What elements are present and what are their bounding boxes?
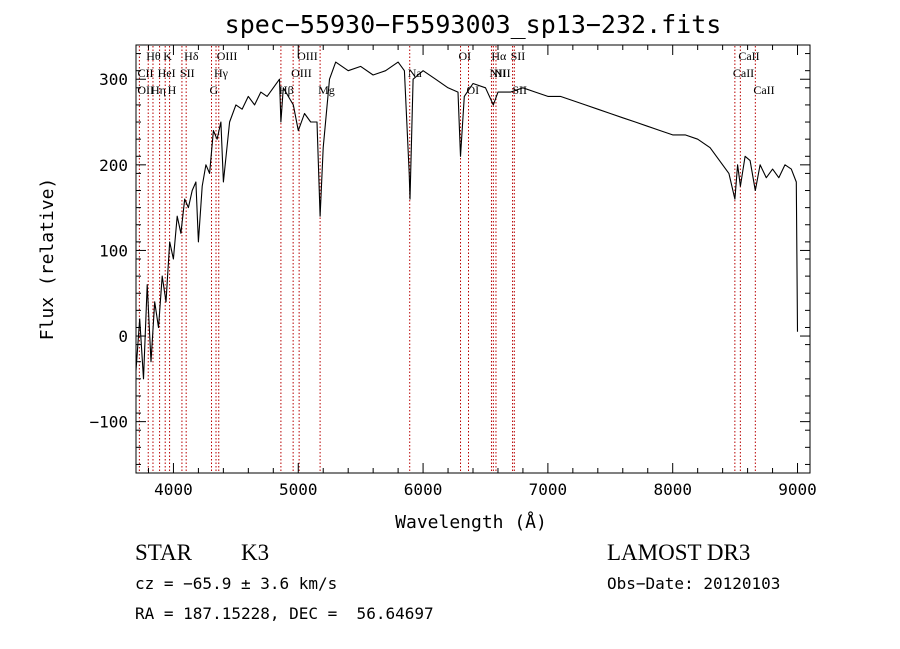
line-label: NII (489, 66, 506, 80)
line-label: H (168, 83, 177, 97)
plot-frame (135, 44, 811, 474)
line-label: Hη (151, 83, 166, 97)
line-label: HeI (158, 66, 176, 80)
survey-name: LAMOST DR3 (607, 540, 750, 565)
spectrum-line (135, 61, 799, 380)
y-tick-label: 100 (99, 241, 128, 260)
x-tick-label: 7000 (529, 480, 568, 499)
line-label: Hα (491, 49, 507, 63)
x-tick-label: 9000 (778, 480, 817, 499)
line-label: CaII (738, 49, 759, 63)
line-label: Mg (318, 83, 335, 97)
spectral-line-labels: Hθ K Hδ OIII OIII OI Hα SII CaII CII HeI SII Hγ OIII N… (137, 49, 774, 97)
line-label: OI (467, 83, 480, 97)
line-label: G (210, 83, 219, 97)
observation-date: Obs−Date: 20120103 (607, 574, 780, 593)
spectrum-series (135, 61, 799, 380)
line-label: OIII (291, 66, 312, 80)
line-label: SII (512, 83, 527, 97)
x-tick-label: 5000 (279, 480, 318, 499)
line-label: K (163, 49, 172, 63)
line-label: OIII (297, 49, 318, 63)
x-tick-label: 6000 (404, 480, 443, 499)
x-axis-label: Wavelength (Å) (395, 511, 547, 533)
line-label: SII (180, 66, 195, 80)
line-label: CII (137, 66, 153, 80)
line-label: Hθ (146, 49, 161, 63)
y-tick-label: 0 (118, 327, 128, 346)
line-label: SII (511, 49, 526, 63)
y-tick-label: −100 (89, 413, 128, 432)
object-class: STAR (135, 540, 193, 565)
line-label: Hβ (279, 83, 294, 97)
line-label: Na (408, 66, 423, 80)
x-tick-label: 4000 (154, 480, 193, 499)
line-label: CaII (753, 83, 774, 97)
y-axis-label: Flux (relative) (37, 178, 58, 341)
object-subclass: K3 (241, 540, 269, 565)
x-tick-label: 8000 (653, 480, 692, 499)
axis-ticks: 4000 5000 6000 7000 8000 9000 −100 0 100 200 300 (89, 45, 817, 499)
line-label: CaII (733, 66, 754, 80)
line-label: OI (459, 49, 472, 63)
line-label: Hδ (184, 49, 199, 63)
y-tick-label: 200 (99, 156, 128, 175)
y-tick-label: 300 (99, 70, 128, 89)
spectral-marker-lines (138, 46, 756, 472)
line-label: NII (494, 66, 511, 80)
line-label: OII (137, 83, 154, 97)
line-label: OIII (217, 49, 238, 63)
line-label: Hγ (214, 66, 229, 80)
coordinates-readout: RA = 187.15228, DEC = 56.64697 (135, 604, 434, 623)
velocity-readout: cz = −65.9 ± 3.6 km/s (135, 574, 337, 593)
chart-title: spec−55930−F5593003_sp13−232.fits (225, 10, 722, 39)
